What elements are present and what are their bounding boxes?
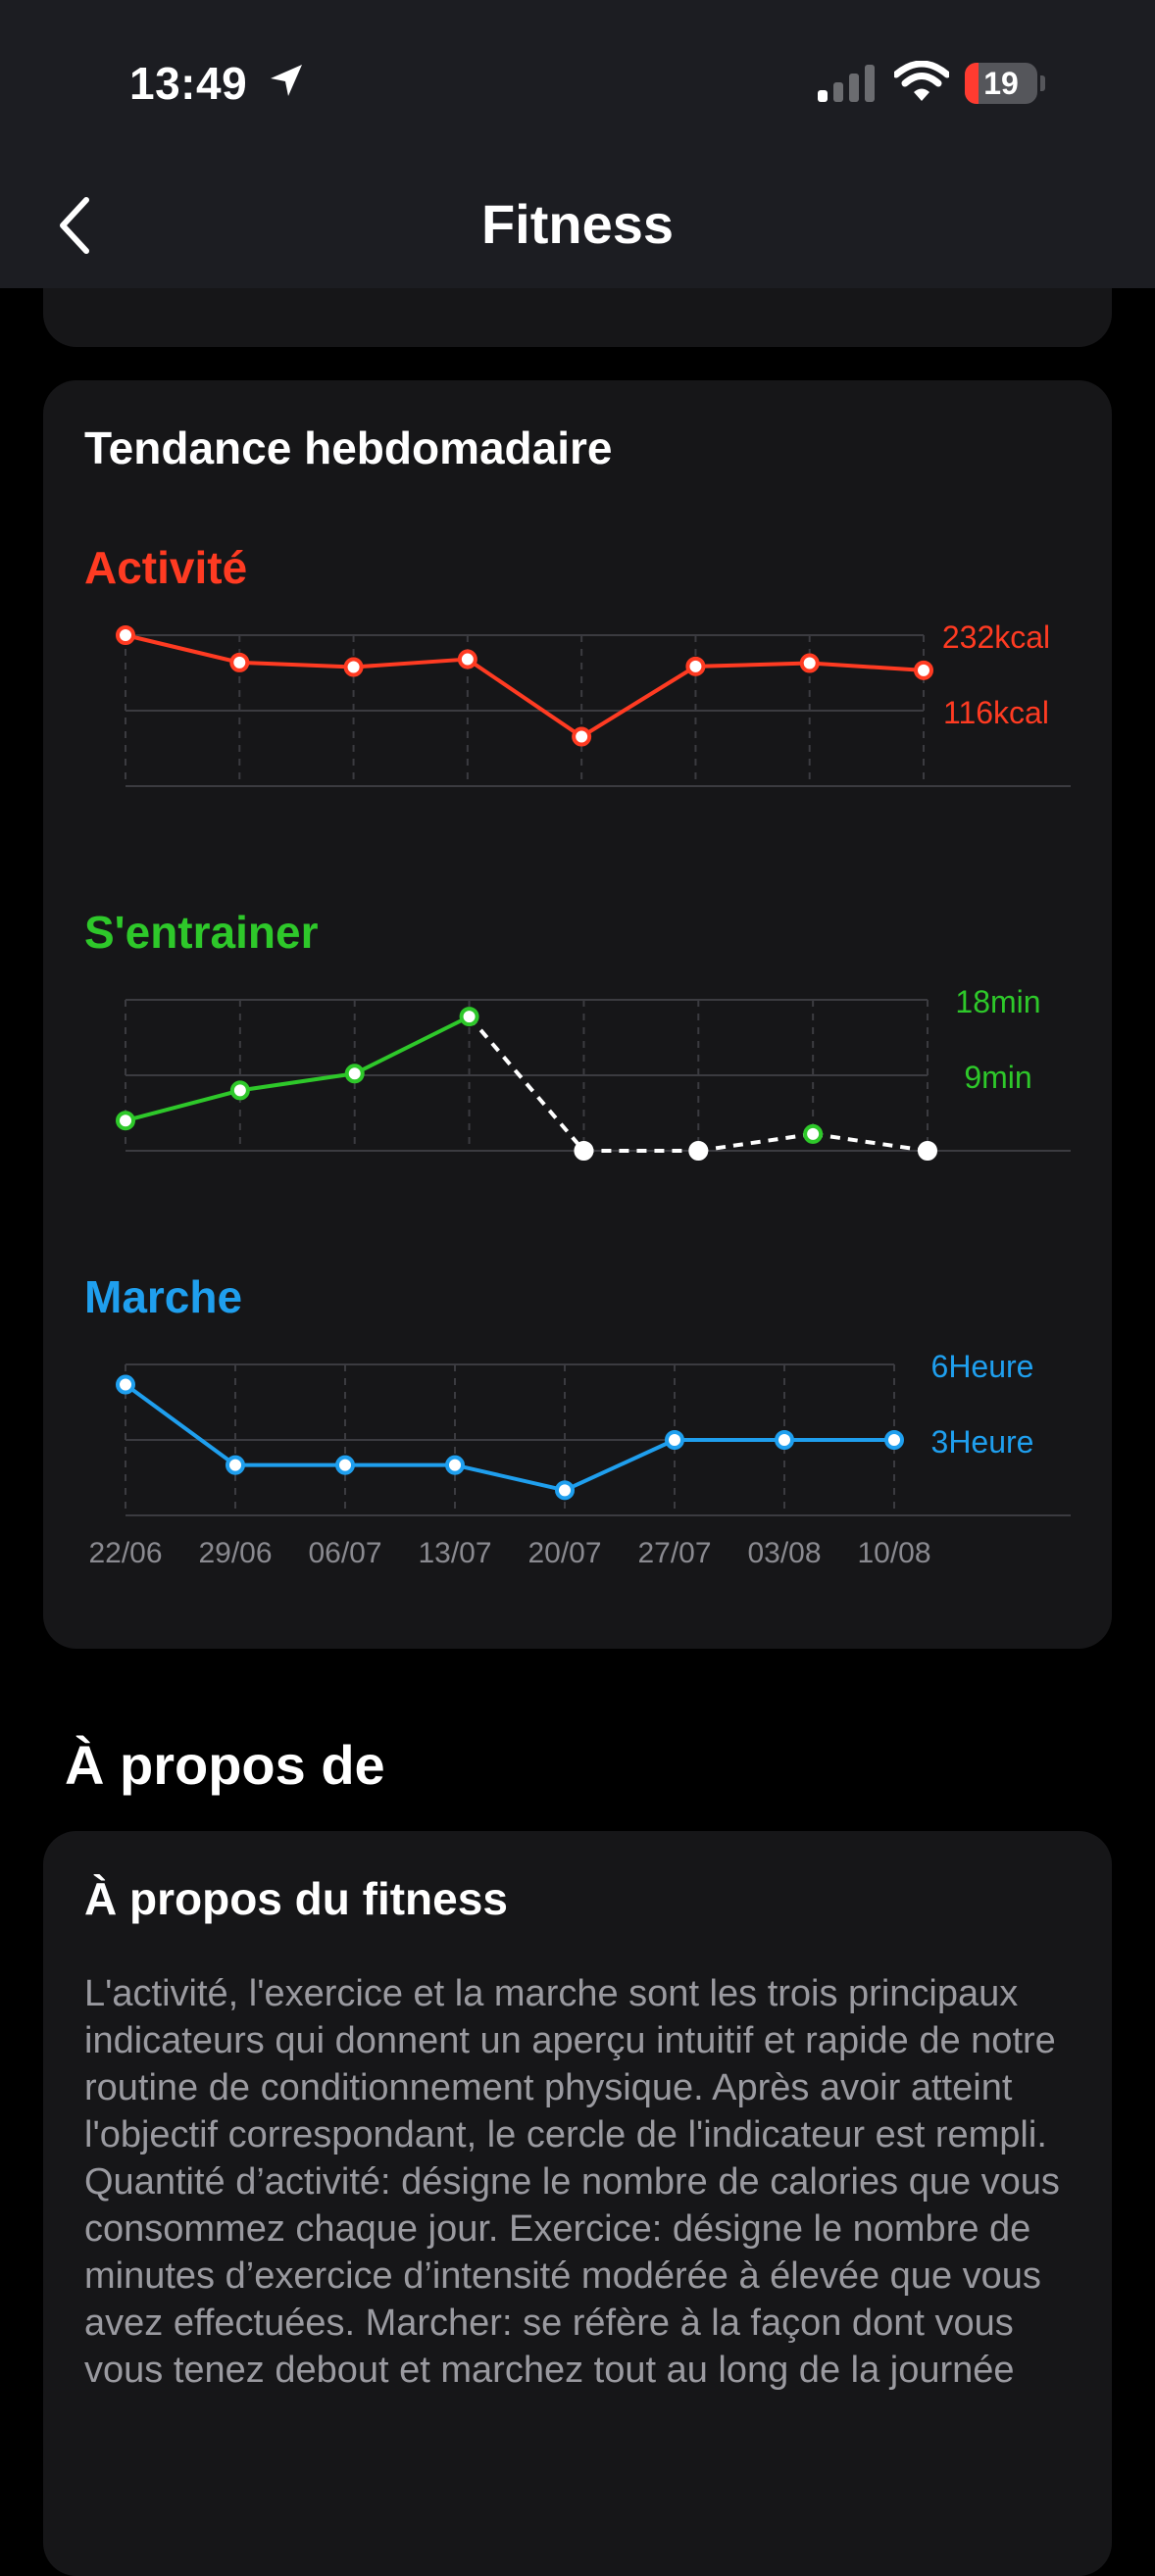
x-axis-label: 10/08 <box>857 1537 930 1569</box>
series-line <box>697 1131 814 1153</box>
exercise-title: S'entrainer <box>84 907 319 958</box>
activity-chart: 232kcal 116kcal <box>116 619 1071 787</box>
activity-title: Activité <box>84 542 248 593</box>
x-axis-label: 20/07 <box>527 1537 601 1569</box>
data-point <box>229 1080 250 1101</box>
data-point <box>555 1480 575 1501</box>
data-point <box>335 1455 355 1475</box>
y-axis-label: 3Heure <box>931 1424 1034 1460</box>
walk-chart: 6Heure 3Heure 22/06 29/06 06/07 13/07 20/07 27/… <box>88 1349 1071 1569</box>
series-line <box>353 657 468 669</box>
x-axis-label: 29/06 <box>198 1537 272 1569</box>
battery-indicator: 19 <box>965 63 1047 104</box>
data-point <box>459 1007 479 1027</box>
y-axis-label: 6Heure <box>931 1349 1034 1384</box>
series-line <box>812 1131 929 1153</box>
about-fitness-text: L'activité, l'exercice et la marche sont… <box>84 1973 1060 2391</box>
data-point <box>665 1430 684 1450</box>
series-line <box>580 665 697 739</box>
series-line <box>125 1088 241 1123</box>
data-point <box>918 1141 937 1161</box>
data-point <box>445 1455 465 1475</box>
y-axis-label: 9min <box>964 1060 1031 1095</box>
data-point <box>116 625 135 645</box>
series-line <box>239 660 354 669</box>
x-axis-label: 06/07 <box>308 1537 381 1569</box>
series-line <box>353 1015 471 1076</box>
status-time: 13:49 <box>129 58 248 109</box>
data-point <box>572 726 592 747</box>
data-point <box>116 1374 135 1395</box>
series-line <box>454 1462 566 1493</box>
series-line <box>239 1071 356 1093</box>
series-line <box>468 1015 585 1153</box>
series-line <box>695 661 810 669</box>
y-axis-label: 116kcal <box>943 695 1049 730</box>
weekly-trend-card: Tendance hebdomadaire Activité 232kcal 11… <box>43 380 1112 1649</box>
cellular-signal-icon <box>818 65 875 102</box>
nav-title: Fitness <box>480 193 675 255</box>
y-axis-label: 18min <box>955 984 1040 1019</box>
data-point <box>799 653 820 673</box>
data-point <box>229 652 250 672</box>
data-point <box>226 1455 245 1475</box>
x-axis-label: 22/06 <box>88 1537 162 1569</box>
location-arrow-icon <box>271 65 302 96</box>
back-chevron-icon[interactable] <box>55 194 94 257</box>
weekly-trend-title: Tendance hebdomadaire <box>84 422 613 473</box>
exercise-chart: 18min 9min <box>116 984 1071 1161</box>
data-point <box>914 660 933 680</box>
data-point <box>116 1111 135 1131</box>
data-point <box>803 1123 824 1144</box>
data-point <box>688 1141 709 1161</box>
x-axis-label: 27/07 <box>637 1537 711 1569</box>
about-fitness-title: À propos du fitness <box>84 1873 508 1924</box>
series-line <box>466 657 583 739</box>
y-axis-label: 232kcal <box>942 619 1050 655</box>
x-axis-label: 13/07 <box>418 1537 491 1569</box>
walk-title: Marche <box>84 1271 243 1322</box>
data-point <box>343 657 364 677</box>
battery-percentage: 19 <box>983 66 1019 101</box>
data-point <box>685 656 706 676</box>
x-axis-label: 03/08 <box>747 1537 821 1569</box>
data-point <box>457 649 477 669</box>
data-point <box>574 1141 594 1161</box>
wifi-icon <box>894 61 949 101</box>
about-section-title: À propos de <box>65 1734 385 1796</box>
series-line <box>125 633 240 665</box>
series-line <box>809 661 925 672</box>
series-line <box>564 1438 676 1493</box>
top-bar: 13:49 19 Fitness <box>0 0 1155 288</box>
series-line <box>124 1382 237 1467</box>
data-point <box>884 1430 904 1450</box>
data-point <box>775 1430 794 1450</box>
about-fitness-card: À propos du fitness L'activité, l'exerci… <box>43 1831 1112 2576</box>
data-point <box>344 1064 365 1084</box>
